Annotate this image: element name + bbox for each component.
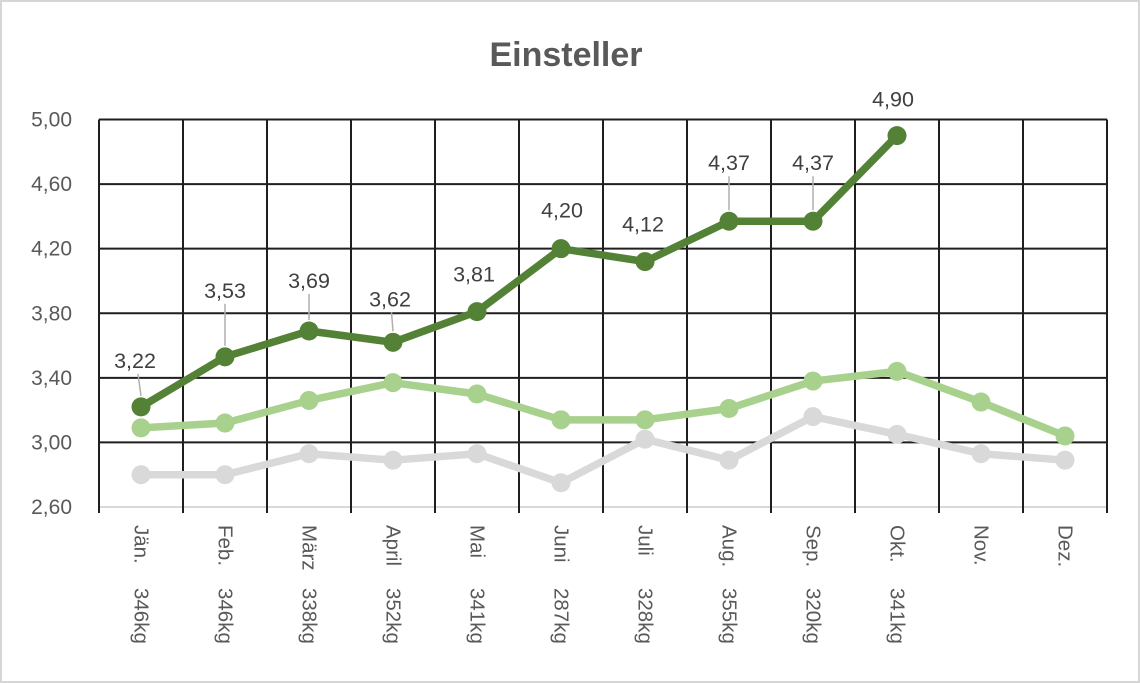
x-month-label: Sep. bbox=[801, 525, 824, 567]
series-light-green-line bbox=[131, 361, 1075, 446]
y-tick-label: 3,80 bbox=[31, 302, 72, 325]
data-point bbox=[719, 450, 739, 470]
data-point bbox=[131, 418, 151, 438]
x-axis-labels: Jän. 346kg Feb. 346kg März 338kg April 352kg Mai… bbox=[129, 525, 1076, 644]
x-weight-label: 287kg bbox=[549, 588, 572, 644]
x-month-label: April bbox=[381, 525, 404, 566]
x-month-label: März bbox=[297, 525, 320, 571]
data-point bbox=[131, 397, 151, 417]
data-label: 4,90 bbox=[872, 88, 914, 112]
y-tick-label: 5,00 bbox=[31, 109, 72, 132]
data-point bbox=[383, 373, 403, 393]
data-point bbox=[635, 252, 655, 272]
x-weight-label: 346kg bbox=[129, 588, 152, 644]
data-point bbox=[215, 347, 235, 367]
data-point bbox=[215, 413, 235, 433]
x-month-label: Jän. bbox=[129, 525, 152, 564]
y-tick-label: 4,60 bbox=[31, 173, 72, 196]
data-label: 3,62 bbox=[369, 287, 411, 311]
data-point bbox=[215, 465, 235, 485]
data-point bbox=[803, 371, 823, 391]
data-point bbox=[131, 465, 151, 485]
x-weight-label: 346kg bbox=[213, 588, 236, 644]
data-point bbox=[635, 410, 655, 430]
x-weight-label: 352kg bbox=[381, 588, 404, 644]
data-point bbox=[803, 407, 823, 427]
label-leader-line bbox=[390, 312, 394, 332]
x-weight-label: 328kg bbox=[633, 588, 656, 644]
data-label: 4,20 bbox=[541, 199, 583, 223]
data-point bbox=[551, 473, 571, 493]
data-point bbox=[1055, 450, 1075, 470]
data-label: 3,81 bbox=[453, 263, 495, 287]
data-point bbox=[887, 126, 907, 146]
x-weight-label: 338kg bbox=[297, 588, 320, 644]
data-labels-dark-green-line: 3,22 3,53 3,69 3,62 3,81 4,20 4,12 4,37 4,37 4,90 bbox=[114, 88, 914, 396]
data-point bbox=[887, 361, 907, 381]
x-weight-label: 320kg bbox=[801, 588, 824, 644]
data-point bbox=[971, 444, 991, 464]
y-tick-label: 4,20 bbox=[31, 238, 72, 261]
x-month-label: Juli bbox=[633, 525, 656, 556]
data-point bbox=[467, 444, 487, 464]
data-point bbox=[467, 384, 487, 404]
data-point bbox=[467, 302, 487, 322]
label-leader-line bbox=[137, 373, 142, 396]
x-month-label: Juni bbox=[549, 525, 572, 563]
data-point bbox=[803, 211, 823, 231]
data-label: 3,53 bbox=[204, 279, 246, 303]
x-month-label: Okt. bbox=[885, 525, 908, 563]
data-label: 4,37 bbox=[792, 151, 834, 175]
data-point bbox=[887, 424, 907, 444]
data-point bbox=[299, 390, 319, 410]
data-point bbox=[719, 399, 739, 419]
data-point bbox=[299, 321, 319, 341]
chart-title: Einsteller bbox=[489, 36, 643, 74]
x-month-label: Aug. bbox=[717, 525, 740, 567]
y-tick-label: 2,60 bbox=[31, 496, 72, 519]
y-axis-labels: 5,00 4,60 4,20 3,80 3,40 3,00 2,60 bbox=[31, 109, 72, 520]
data-point bbox=[971, 392, 991, 412]
x-month-label: Feb. bbox=[213, 525, 236, 566]
x-weight-label: 341kg bbox=[885, 588, 908, 644]
data-point bbox=[551, 239, 571, 259]
data-label: 3,69 bbox=[288, 269, 330, 293]
series-gray-line bbox=[131, 407, 1075, 493]
data-label: 3,22 bbox=[114, 349, 156, 373]
x-month-label: Mai bbox=[465, 525, 488, 558]
data-point bbox=[299, 444, 319, 464]
data-label: 4,37 bbox=[708, 151, 750, 175]
y-tick-label: 3,40 bbox=[31, 367, 72, 390]
x-month-label: Dez. bbox=[1053, 525, 1076, 567]
x-weight-label: 355kg bbox=[717, 588, 740, 644]
y-tick-label: 3,00 bbox=[31, 431, 72, 454]
series-dark-green-line bbox=[131, 126, 907, 417]
data-label: 4,12 bbox=[622, 213, 664, 237]
data-point bbox=[719, 211, 739, 231]
x-month-label: Nov. bbox=[969, 525, 992, 566]
data-point bbox=[383, 450, 403, 470]
data-point bbox=[551, 410, 571, 430]
data-point bbox=[1055, 426, 1075, 446]
data-point bbox=[383, 332, 403, 352]
x-weight-label: 341kg bbox=[465, 588, 488, 644]
data-point bbox=[635, 429, 655, 449]
gridlines bbox=[98, 118, 1108, 513]
